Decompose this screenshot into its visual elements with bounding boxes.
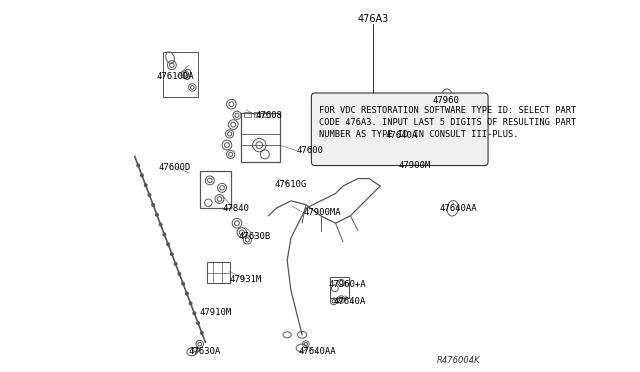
Circle shape [186,292,188,295]
Circle shape [196,322,200,325]
Text: 476A3: 476A3 [357,14,388,24]
Bar [253,112,260,117]
Text: 47840: 47840 [222,204,249,213]
Bar [163,52,198,97]
Bar [241,113,280,162]
FancyBboxPatch shape [312,93,488,166]
Text: 47931M: 47931M [230,275,262,283]
Circle shape [166,243,170,246]
Text: 47630A: 47630A [189,347,221,356]
Text: 47600D: 47600D [159,163,191,172]
Bar [207,262,230,283]
Circle shape [156,213,158,216]
Text: 47900M: 47900M [399,161,431,170]
Circle shape [178,272,181,275]
Text: 47910M: 47910M [200,308,232,317]
Text: 47610DA: 47610DA [157,72,195,81]
Text: R476004K: R476004K [437,356,481,365]
Bar [330,277,349,298]
Bar [440,97,456,117]
Circle shape [137,164,140,167]
Bar [200,171,232,208]
Circle shape [152,203,155,206]
Text: 47960: 47960 [432,96,459,105]
Circle shape [200,331,204,334]
Text: 47960+A: 47960+A [328,280,365,289]
Text: 47900MA: 47900MA [304,208,342,217]
Circle shape [148,193,151,196]
Circle shape [163,233,166,236]
Text: 47640A: 47640A [333,297,366,306]
Text: 47608: 47608 [255,111,282,120]
Circle shape [189,302,192,305]
Text: FOR VDC RESTORATION SOFTWARE TYPE ID: SELECT PART
CODE 476A3. INPUT LAST 5 DIGIT: FOR VDC RESTORATION SOFTWARE TYPE ID: SE… [319,106,576,139]
Text: 47640AA: 47640AA [298,347,336,356]
Circle shape [159,223,162,226]
Circle shape [174,263,177,266]
Text: 47640A: 47640A [386,131,418,140]
Circle shape [182,282,184,285]
Circle shape [193,312,196,315]
Bar [263,112,269,117]
Circle shape [170,253,173,256]
Text: 47630B: 47630B [239,232,271,241]
Text: 47640AA: 47640AA [440,204,477,213]
Circle shape [144,184,147,187]
Text: 47600: 47600 [296,146,323,155]
Bar [244,112,251,117]
Circle shape [140,174,143,177]
Text: 47610G: 47610G [274,180,307,189]
